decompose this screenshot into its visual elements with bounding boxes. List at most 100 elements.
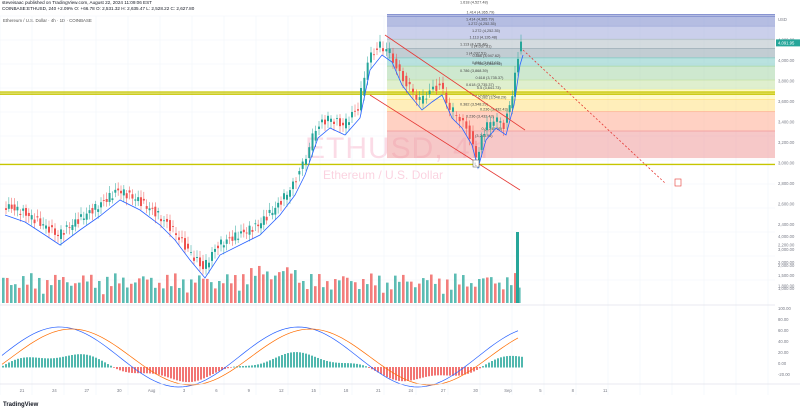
candle-body [187,243,189,249]
macd-histogram-bar [167,367,169,378]
volume-bar [58,279,61,303]
macd-histogram-bar [362,365,364,368]
candle-body [301,161,304,169]
volume-bar [206,278,209,303]
candle-body [178,237,180,240]
volume-bar [170,286,173,303]
candle-body [262,216,265,225]
macd-histogram-bar [293,352,295,368]
macd-histogram-bar [104,362,106,368]
tradingview-logo[interactable]: TradingView [3,402,38,408]
volume-bar [510,285,513,303]
volume-bar [494,283,497,303]
volume-bar [354,282,357,303]
volume-bar [278,272,281,303]
candle-body [214,248,216,252]
candle-body [458,116,461,122]
time-tick-label: 18 [344,388,349,393]
fib-band [387,66,775,81]
volume-bar [230,283,233,303]
volume-bar [434,283,437,303]
macd-histogram-bar [461,367,463,376]
macd-histogram-bar [275,357,277,368]
candle-body [327,115,329,122]
macd-histogram-bar [98,359,100,368]
fib-level-label-inner: 0.382 (3,548.29) [460,102,489,106]
candle-body [13,204,16,211]
macd-histogram-bar [494,359,496,368]
volume-bar [126,287,129,303]
candle-body [363,77,366,96]
macd-histogram-bar [185,367,187,383]
volume-bar [250,268,253,303]
volume-bar [442,293,445,303]
volume-bar [490,277,493,303]
macd-histogram-bar [200,367,202,380]
publisher-line: steveisaac published on TradingView.com,… [2,0,152,5]
candle-body [268,209,271,213]
macd-histogram-bar [164,367,166,377]
candle-body [360,88,362,111]
volume-tick-label: 2,000.00 [778,260,795,265]
volume-bar [190,279,193,303]
candle-body [117,188,120,191]
volume-bar [414,287,417,303]
volume-bar [482,278,485,303]
candle-body [48,226,50,233]
volume-bar [78,282,81,303]
candle-body [10,204,13,209]
candle-body [366,62,369,80]
macd-histogram-bar [56,357,58,368]
candle-body [289,190,291,197]
macd-histogram-bar [374,367,376,371]
candlesticks [5,34,522,275]
candle-body [7,204,10,209]
macd-histogram-bar [38,357,40,368]
macd-histogram-bar [431,367,433,376]
candle-body [120,190,122,194]
candle-body [208,262,210,268]
candle-body [217,245,219,249]
macd-histogram-bar [509,355,511,368]
macd-histogram-bar [356,363,358,368]
candle-body [157,211,160,213]
macd-histogram-bar [359,364,361,368]
macd-histogram-bar [521,356,523,368]
candle-body [357,109,359,111]
volume-bar [118,283,121,303]
trend-channel: L [369,34,682,191]
macd-histogram-bar [212,367,214,375]
candle-body [496,117,498,122]
candle-body [448,102,451,110]
price-tick-label: USD [778,17,787,22]
chart-header: steveisaac published on TradingView.com,… [0,0,800,16]
macd-histogram-bar [146,367,148,374]
volume-bar [502,289,505,303]
candle-body [483,133,486,136]
macd-histogram-bar [170,367,172,379]
volume-bar [422,278,425,303]
macd-histogram-bar [77,354,79,368]
volume-bar [454,273,457,303]
volume-bar [30,273,33,303]
volume-bar [210,282,213,303]
volume-bar [10,285,13,303]
macd-histogram-bar [407,367,409,381]
macd-histogram-bar [395,367,397,381]
volume-bar [22,276,25,303]
candle-body [478,151,480,162]
macd-histogram-bar [47,358,49,368]
volume-bar [362,279,365,303]
candle-body [468,125,471,139]
volume-bar [6,277,9,303]
macd-histogram-bar [422,367,424,378]
volume-bar [246,284,249,303]
macd-histogram-bar [338,362,340,368]
volume-bar [86,281,89,303]
candle-body [257,224,260,227]
candle-body [274,207,277,215]
macd-histogram-bar [92,356,94,368]
volume-bar [222,283,225,303]
series-legend[interactable]: Ethereum / U.S. Dollar · 4h · 1D · COINB… [3,18,92,23]
